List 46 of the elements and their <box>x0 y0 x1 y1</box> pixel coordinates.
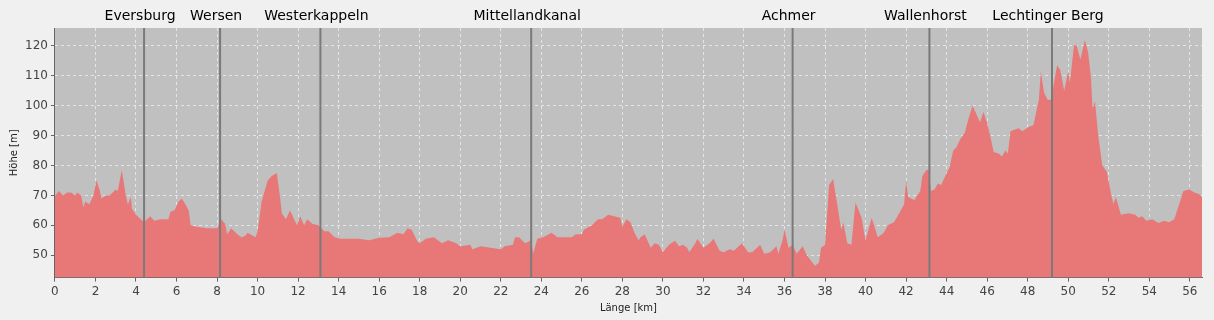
ref-line-label: Eversburg <box>104 6 176 23</box>
y-tick-label: 100 <box>25 97 48 112</box>
x-tick-label: 8 <box>213 283 221 298</box>
y-tick-label: 80 <box>32 157 48 172</box>
x-tick-label: 20 <box>452 283 468 298</box>
ref-line-label: Wersen <box>189 6 243 23</box>
x-tick-label: 28 <box>614 283 631 298</box>
x-axis-title: Länge [km] <box>599 301 658 313</box>
x-tick-label: 12 <box>290 283 306 298</box>
y-tick-label: 70 <box>32 187 48 202</box>
x-tick-label: 2 <box>91 283 100 298</box>
x-tick-label: 16 <box>371 283 387 298</box>
ref-line-label: Lechtinger Berg <box>992 6 1104 23</box>
x-tick-label: 32 <box>695 283 712 298</box>
x-tick-label: 42 <box>898 283 914 298</box>
ref-line-label: Westerkappeln <box>264 6 369 23</box>
x-tick-label: 52 <box>1101 283 1117 298</box>
x-tick-label: 44 <box>939 283 955 298</box>
ref-line-label: Achmer <box>761 6 816 23</box>
x-tick-label: 0 <box>51 283 59 298</box>
x-tick-label: 40 <box>857 283 874 298</box>
x-tick-label: 46 <box>979 283 995 298</box>
ref-line-label: Mittellandkanal <box>473 6 581 23</box>
x-tick-label: 38 <box>817 283 833 298</box>
y-tick-label: 90 <box>32 127 48 142</box>
x-tick-label: 14 <box>331 283 347 298</box>
x-tick-label: 4 <box>132 283 140 298</box>
x-tick-label: 54 <box>1141 283 1157 298</box>
x-tick-label: 10 <box>249 283 266 298</box>
x-tick-label: 30 <box>655 283 671 298</box>
ref-line-label: Wallenhorst <box>884 6 968 23</box>
x-tick-label: 26 <box>574 283 590 298</box>
x-tick-label: 36 <box>776 283 793 298</box>
x-tick-label: 48 <box>1020 283 1036 298</box>
y-tick-label: 110 <box>25 67 48 82</box>
x-tick-label: 50 <box>1060 283 1076 298</box>
y-tick-label: 50 <box>32 247 48 262</box>
x-tick-label: 18 <box>412 283 428 298</box>
x-tick-label: 56 <box>1182 283 1198 298</box>
x-tick-label: 22 <box>493 283 509 298</box>
x-tick-label: 6 <box>172 283 181 298</box>
x-tick-label: 34 <box>736 283 752 298</box>
y-tick-label: 60 <box>32 217 48 232</box>
y-tick-label: 120 <box>25 38 48 53</box>
x-tick-label: 24 <box>533 283 549 298</box>
y-axis-title: Höhe [m] <box>7 129 19 177</box>
